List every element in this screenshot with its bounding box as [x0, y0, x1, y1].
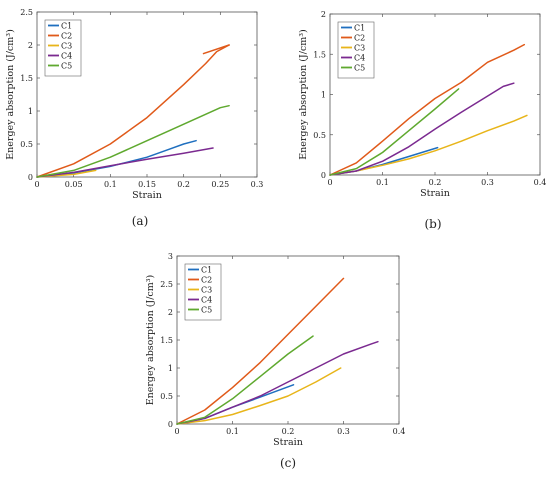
chart-panel-b: 0 0.1 0.2 0.3 0.4 0 0.5 1 1.5 2 Strain Energey abso… [298, 10, 546, 231]
legend-box [44, 19, 82, 77]
legend-entry-c1: C1 [61, 22, 72, 31]
legend-entry-c3: C3 [354, 44, 365, 53]
x-tick-label: 0.3 [251, 180, 264, 189]
y-tick-label: 0.5 [20, 140, 33, 149]
series-line-c5 [176, 335, 314, 425]
y-tick-label: 0 [28, 173, 33, 182]
y-tick-label: 1.5 [160, 336, 173, 345]
y-tick-label: 0 [321, 171, 326, 180]
x-tick-label: 0.3 [337, 427, 350, 436]
x-tick-label: 0.1 [226, 427, 239, 436]
x-tick-label: 0.4 [393, 427, 406, 436]
x-tick-label: 0.2 [429, 178, 442, 187]
legend-entry-c4: C4 [201, 296, 212, 305]
chart-panel-a: 0 0.05 0.1 0.15 0.2 0.25 0.3 0 0.5 1 1.5 2 2.5 Strain… [5, 8, 263, 228]
x-tick-label: 0 [34, 180, 39, 189]
x-tick-label: 0.25 [211, 180, 229, 189]
series-line-c5 [36, 104, 230, 178]
x-tick-label: 0.2 [282, 427, 295, 436]
y-tick-label: 2.5 [160, 280, 173, 289]
legend-entry-c5: C5 [201, 306, 212, 315]
x-tick-label: 0.05 [65, 180, 83, 189]
y-tick-label: 0.5 [313, 131, 326, 140]
x-tick-label: 0.4 [534, 178, 547, 187]
y-tick-label: 3 [168, 252, 173, 261]
x-tick-label: 0.1 [104, 180, 117, 189]
legend-entry-c3: C3 [201, 286, 212, 295]
panel-caption: (c) [280, 456, 296, 470]
panel-caption: (a) [132, 214, 149, 228]
series-segment-c2 [202, 44, 230, 55]
y-tick-label: 2 [321, 10, 326, 19]
y-tick-label: 0 [168, 420, 173, 429]
legend-entry-c1: C1 [201, 266, 212, 275]
series-line-c2 [329, 43, 526, 176]
series-line-c4 [176, 340, 379, 425]
series-line-c3 [329, 114, 528, 176]
x-tick-label: 0 [327, 178, 332, 187]
x-tick-label: 0 [174, 427, 179, 436]
x-tick-label: 0.15 [138, 180, 156, 189]
legend-entry-c5: C5 [354, 64, 365, 73]
legend-box [184, 263, 222, 321]
x-tick-label: 0.2 [177, 180, 190, 189]
y-axis-label: Energey absorption (J/cm³) [145, 275, 156, 406]
y-tick-label: 2 [28, 41, 33, 50]
y-tick-label: 1 [28, 107, 33, 116]
series-line-c4 [329, 82, 515, 176]
series-line-c3 [176, 367, 342, 425]
y-axis-label: Energey absorption (J/cm³) [298, 29, 309, 160]
y-tick-label: 0.5 [160, 392, 173, 401]
x-axis-label: Strain [420, 188, 450, 199]
legend-entry-c4: C4 [354, 54, 365, 63]
y-tick-label: 2 [168, 308, 173, 317]
y-tick-label: 1 [321, 91, 326, 100]
y-tick-label: 2.5 [20, 8, 33, 17]
legend-entry-c5: C5 [61, 62, 72, 71]
x-axis-label: Strain [132, 190, 162, 201]
x-axis-label: Strain [273, 437, 303, 448]
chart-panel-c: 0 0.1 0.2 0.3 0.4 0 0.5 1 1.5 2 2.5 3 Strain Energey … [145, 252, 405, 470]
panel-caption: (b) [424, 217, 441, 231]
x-tick-label: 0.3 [481, 178, 494, 187]
legend-entry-c2: C2 [201, 276, 212, 285]
legend-box [337, 21, 375, 79]
series-line-c5 [329, 88, 460, 176]
legend-entry-c1: C1 [354, 24, 365, 33]
y-tick-label: 1 [168, 364, 173, 373]
series-line-c2 [176, 277, 345, 425]
legend-entry-c4: C4 [61, 52, 72, 61]
y-tick-label: 1.5 [313, 50, 326, 59]
y-tick-label: 1.5 [20, 74, 33, 83]
series-line-c2 [36, 44, 230, 178]
legend-entry-c3: C3 [61, 42, 72, 51]
series-line-c4 [36, 147, 214, 178]
legend-entry-c2: C2 [61, 32, 72, 41]
legend-entry-c2: C2 [354, 34, 365, 43]
x-tick-label: 0.1 [376, 178, 389, 187]
y-axis-label: Energey absorption (J/cm³) [5, 29, 16, 160]
